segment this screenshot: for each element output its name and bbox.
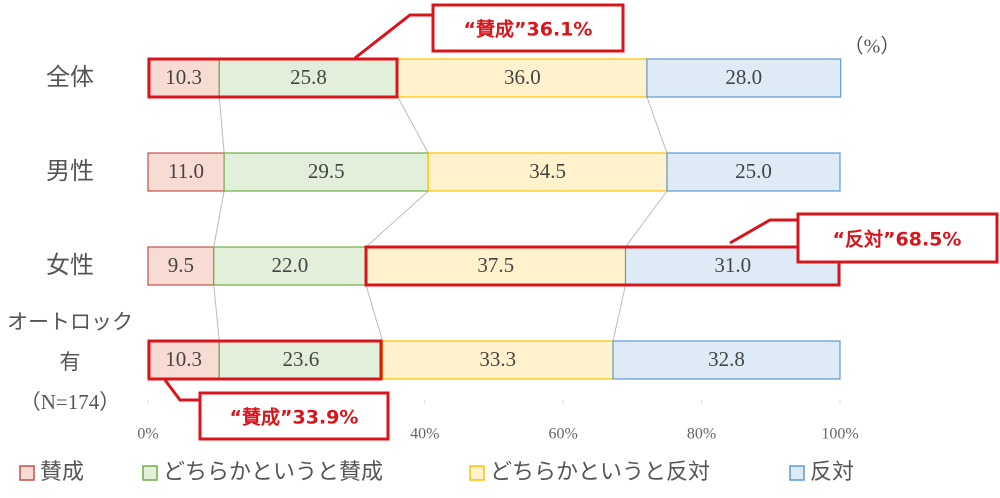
value-label: 31.0	[714, 253, 751, 277]
connector	[213, 190, 225, 248]
value-label: 25.0	[735, 159, 772, 183]
value-label: 23.6	[283, 347, 320, 371]
legend-label: どちらかというと反対	[490, 459, 710, 484]
unit-label: （%）	[844, 35, 901, 58]
x-tick-label: 0%	[137, 426, 158, 443]
connector	[625, 190, 668, 248]
connector	[213, 284, 220, 342]
value-label: 9.5	[168, 253, 194, 277]
x-tick-label: 60%	[549, 426, 578, 443]
value-label: 11.0	[168, 159, 204, 183]
value-label: 33.3	[479, 347, 516, 371]
bar-segment	[218, 58, 399, 98]
legend-swatch	[19, 465, 35, 481]
value-label: 25.8	[290, 65, 327, 89]
value-label: 22.0	[271, 253, 308, 277]
bar-segment	[397, 58, 648, 98]
connector	[397, 96, 429, 154]
annotation: “賛成”33.9%	[230, 406, 359, 429]
y-tick-label: 女性	[46, 253, 94, 279]
bar-segment	[666, 152, 841, 192]
legend-swatch	[469, 465, 485, 481]
connector	[218, 96, 225, 154]
legend-label: 反対	[810, 459, 854, 484]
connector	[646, 96, 668, 154]
highlights	[147, 3, 999, 441]
value-label: 10.3	[165, 65, 202, 89]
y-tick-label: 全体	[46, 65, 94, 91]
connector	[612, 284, 626, 342]
value-label: 29.5	[308, 159, 345, 183]
y-tick-label: オートロック有 （N=174）	[7, 310, 133, 414]
bar-segment	[365, 246, 627, 286]
bar-segment	[147, 152, 225, 192]
legend-swatch	[789, 465, 805, 481]
value-label: 34.5	[529, 159, 566, 183]
connector	[365, 190, 429, 248]
bar-segment	[213, 246, 367, 286]
annotation: “賛成”36.1%	[464, 18, 593, 41]
legend-label: 賛成	[40, 459, 84, 484]
value-label: 32.8	[708, 347, 745, 371]
value-label: 28.0	[725, 65, 762, 89]
y-tick-label: 男性	[46, 159, 94, 185]
value-label: 36.0	[504, 65, 541, 89]
bar-segment	[223, 152, 429, 192]
annotation: “反対”68.5%	[833, 228, 962, 251]
legend-label: どちらかというと賛成	[163, 459, 383, 484]
value-label: 10.3	[165, 347, 202, 371]
x-tick-label: 40%	[410, 426, 439, 443]
legend-swatch	[142, 465, 158, 481]
connector	[365, 284, 384, 342]
bar-segment	[612, 340, 841, 380]
bar-segment	[646, 58, 842, 98]
bar-segment	[381, 340, 614, 380]
bar-segment	[427, 152, 668, 192]
value-label: 37.5	[477, 253, 514, 277]
x-tick-label: 100%	[821, 426, 858, 443]
x-tick-label: 80%	[687, 426, 716, 443]
